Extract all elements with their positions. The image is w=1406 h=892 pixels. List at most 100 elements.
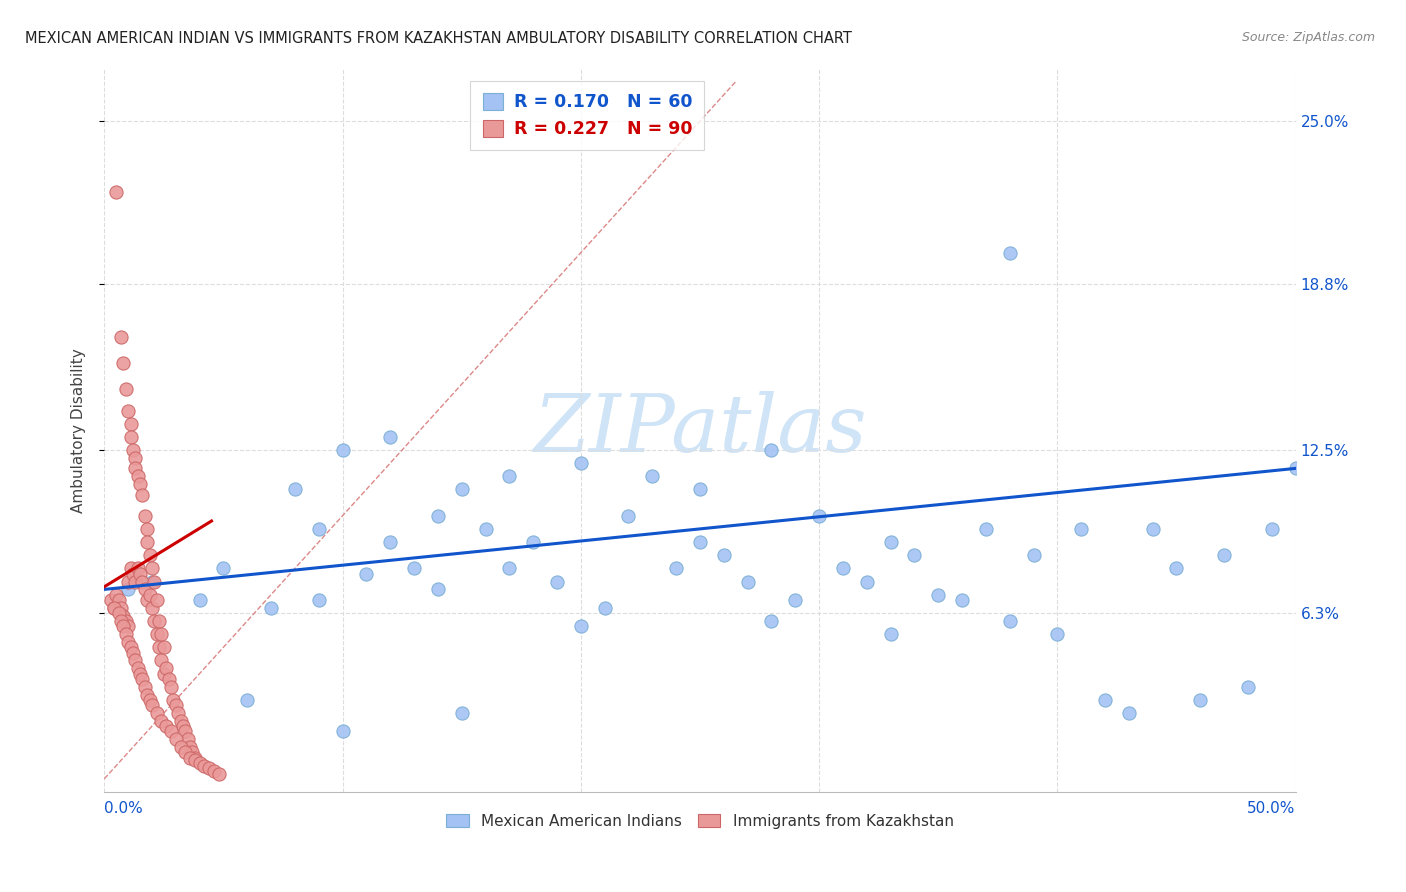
Point: [131, 672, 153, 686]
Point: [117, 403, 139, 417]
Point: [1094, 693, 1116, 707]
Point: [160, 724, 183, 739]
Point: [103, 600, 125, 615]
Point: [169, 714, 191, 728]
Point: [129, 477, 152, 491]
Point: [974, 522, 997, 536]
Point: [120, 561, 142, 575]
Point: [617, 508, 640, 523]
Point: [117, 619, 139, 633]
Point: [1284, 461, 1306, 475]
Point: [112, 608, 135, 623]
Point: [141, 574, 163, 589]
Text: 50.0%: 50.0%: [1247, 801, 1295, 816]
Point: [426, 582, 449, 597]
Point: [150, 653, 173, 667]
Point: [105, 185, 128, 199]
Point: [134, 508, 156, 523]
Point: [260, 600, 283, 615]
Point: [120, 417, 142, 431]
Point: [903, 548, 925, 562]
Point: [150, 627, 173, 641]
Point: [831, 561, 853, 575]
Point: [124, 574, 146, 589]
Point: [174, 746, 197, 760]
Point: [141, 561, 163, 575]
Point: [117, 635, 139, 649]
Point: [198, 761, 221, 775]
Point: [236, 693, 259, 707]
Point: [927, 588, 949, 602]
Point: [162, 693, 184, 707]
Point: [114, 627, 136, 641]
Point: [150, 714, 173, 728]
Point: [356, 566, 378, 581]
Point: [110, 600, 132, 615]
Point: [129, 566, 152, 581]
Point: [141, 600, 163, 615]
Point: [127, 469, 149, 483]
Point: [165, 698, 187, 713]
Point: [179, 740, 201, 755]
Point: [145, 627, 167, 641]
Text: ZIPatlas: ZIPatlas: [533, 392, 866, 469]
Y-axis label: Ambulatory Disability: Ambulatory Disability: [72, 348, 86, 513]
Point: [689, 535, 711, 549]
Point: [160, 680, 183, 694]
Point: [105, 588, 128, 602]
Point: [100, 593, 122, 607]
Point: [737, 574, 759, 589]
Point: [117, 574, 139, 589]
Point: [450, 483, 472, 497]
Point: [124, 461, 146, 475]
Point: [131, 488, 153, 502]
Text: 0.0%: 0.0%: [104, 801, 143, 816]
Point: [785, 593, 807, 607]
Point: [522, 535, 544, 549]
Point: [761, 442, 783, 457]
Point: [808, 508, 831, 523]
Point: [122, 442, 145, 457]
Point: [879, 627, 901, 641]
Point: [1022, 548, 1045, 562]
Point: [136, 688, 159, 702]
Point: [1046, 627, 1069, 641]
Point: [127, 561, 149, 575]
Point: [107, 593, 129, 607]
Point: [426, 508, 449, 523]
Point: [1070, 522, 1092, 536]
Point: [136, 535, 159, 549]
Point: [998, 245, 1021, 260]
Point: [157, 672, 180, 686]
Point: [145, 593, 167, 607]
Point: [308, 522, 330, 536]
Point: [124, 653, 146, 667]
Point: [148, 640, 170, 655]
Point: [124, 450, 146, 465]
Point: [110, 330, 132, 344]
Point: [380, 535, 402, 549]
Point: [153, 666, 176, 681]
Point: [593, 600, 616, 615]
Point: [332, 442, 354, 457]
Point: [879, 535, 901, 549]
Point: [1118, 706, 1140, 720]
Point: [148, 614, 170, 628]
Point: [188, 593, 211, 607]
Point: [1142, 522, 1164, 536]
Point: [202, 764, 225, 778]
Point: [498, 561, 520, 575]
Text: MEXICAN AMERICAN INDIAN VS IMMIGRANTS FROM KAZAKHSTAN AMBULATORY DISABILITY CORR: MEXICAN AMERICAN INDIAN VS IMMIGRANTS FR…: [25, 31, 852, 46]
Point: [713, 548, 735, 562]
Point: [641, 469, 664, 483]
Point: [107, 606, 129, 620]
Point: [169, 740, 191, 755]
Point: [112, 356, 135, 370]
Point: [153, 640, 176, 655]
Point: [998, 614, 1021, 628]
Point: [122, 566, 145, 581]
Point: [1213, 548, 1236, 562]
Point: [138, 548, 160, 562]
Point: [138, 693, 160, 707]
Point: [569, 456, 592, 470]
